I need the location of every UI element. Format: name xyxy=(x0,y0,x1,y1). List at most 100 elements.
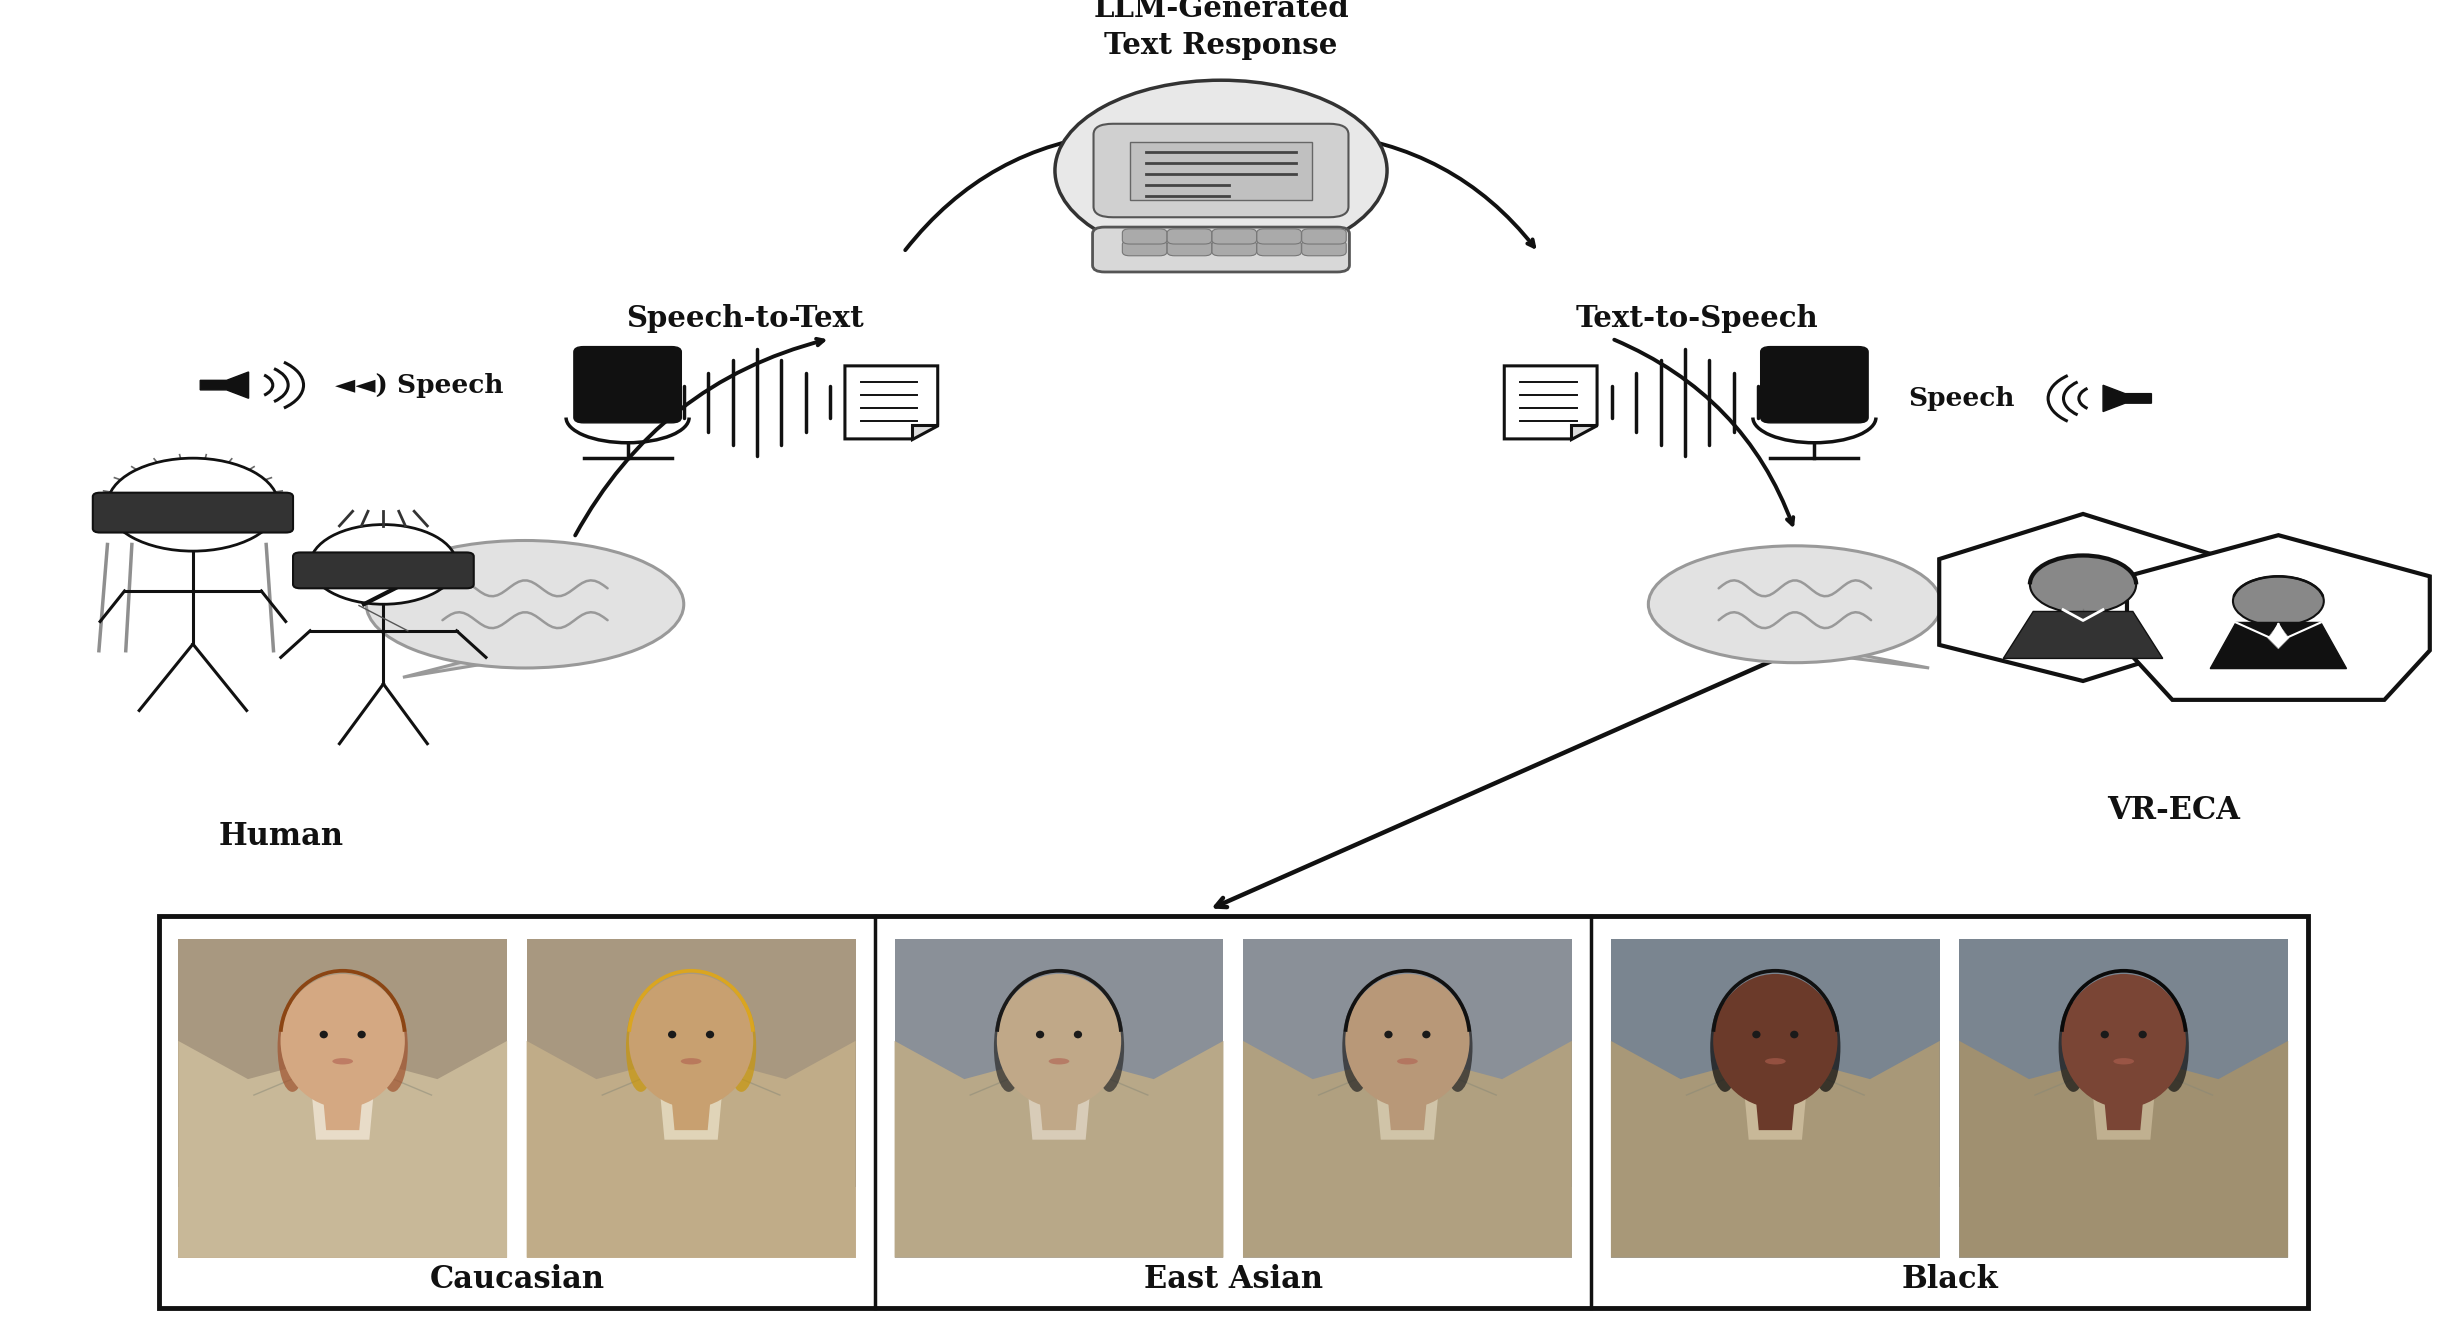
Polygon shape xyxy=(1375,1076,1441,1139)
FancyBboxPatch shape xyxy=(178,1187,508,1258)
Polygon shape xyxy=(1243,1041,1573,1258)
Ellipse shape xyxy=(1766,1058,1785,1065)
FancyBboxPatch shape xyxy=(159,916,2308,1308)
FancyBboxPatch shape xyxy=(1167,240,1211,256)
FancyBboxPatch shape xyxy=(894,939,1223,1258)
Polygon shape xyxy=(1958,1041,2288,1258)
FancyBboxPatch shape xyxy=(1243,939,1573,1258)
Ellipse shape xyxy=(1648,546,1941,663)
Ellipse shape xyxy=(1094,1003,1123,1092)
Polygon shape xyxy=(403,652,557,677)
Circle shape xyxy=(2232,576,2325,625)
Ellipse shape xyxy=(1443,1003,1473,1092)
Ellipse shape xyxy=(625,1003,654,1092)
Polygon shape xyxy=(1773,648,1929,668)
FancyBboxPatch shape xyxy=(293,552,474,588)
Polygon shape xyxy=(1756,1085,1795,1130)
Ellipse shape xyxy=(2100,1031,2110,1038)
FancyBboxPatch shape xyxy=(1094,124,1348,218)
FancyBboxPatch shape xyxy=(1612,1187,1939,1258)
Ellipse shape xyxy=(1421,1031,1431,1038)
Polygon shape xyxy=(310,1076,376,1139)
Polygon shape xyxy=(2103,1085,2144,1130)
Ellipse shape xyxy=(1714,973,1836,1108)
Polygon shape xyxy=(1570,425,1597,438)
Text: Speech-to-Text: Speech-to-Text xyxy=(625,304,864,333)
Text: Caucasian: Caucasian xyxy=(430,1264,606,1295)
Ellipse shape xyxy=(1343,1003,1372,1092)
Ellipse shape xyxy=(1753,1031,1761,1038)
Ellipse shape xyxy=(1346,973,1470,1108)
Text: Text-to-Speech: Text-to-Speech xyxy=(1575,304,1819,333)
Polygon shape xyxy=(1026,1076,1092,1139)
Ellipse shape xyxy=(332,1058,354,1065)
FancyBboxPatch shape xyxy=(1123,228,1167,244)
Polygon shape xyxy=(1744,1076,1807,1139)
Ellipse shape xyxy=(320,1031,327,1038)
FancyBboxPatch shape xyxy=(1243,1187,1573,1258)
FancyBboxPatch shape xyxy=(894,1187,1223,1258)
Polygon shape xyxy=(2090,1076,2156,1139)
Polygon shape xyxy=(2103,385,2151,412)
Ellipse shape xyxy=(728,1003,757,1092)
Ellipse shape xyxy=(1074,1031,1082,1038)
Ellipse shape xyxy=(630,973,752,1108)
Ellipse shape xyxy=(2159,1003,2188,1092)
Ellipse shape xyxy=(706,1031,713,1038)
FancyBboxPatch shape xyxy=(1211,228,1258,244)
Ellipse shape xyxy=(1385,1031,1392,1038)
Ellipse shape xyxy=(2112,1058,2134,1065)
Polygon shape xyxy=(1939,514,2227,681)
Polygon shape xyxy=(527,1041,855,1258)
Text: VR-ECA: VR-ECA xyxy=(2107,794,2239,826)
Polygon shape xyxy=(911,425,938,438)
Ellipse shape xyxy=(996,973,1121,1108)
Polygon shape xyxy=(200,372,249,398)
Ellipse shape xyxy=(366,540,684,668)
FancyBboxPatch shape xyxy=(1211,240,1258,256)
FancyBboxPatch shape xyxy=(574,347,681,422)
Ellipse shape xyxy=(278,1003,308,1092)
FancyBboxPatch shape xyxy=(93,493,293,533)
Ellipse shape xyxy=(1397,1058,1419,1065)
FancyBboxPatch shape xyxy=(178,939,508,1258)
Ellipse shape xyxy=(2139,1031,2147,1038)
Ellipse shape xyxy=(994,1003,1023,1092)
FancyBboxPatch shape xyxy=(1302,228,1346,244)
Ellipse shape xyxy=(1048,1058,1070,1065)
Circle shape xyxy=(310,525,457,604)
Circle shape xyxy=(1055,80,1387,260)
Text: Black: Black xyxy=(1902,1264,1998,1295)
Polygon shape xyxy=(322,1085,364,1130)
Text: ◄◄) Speech: ◄◄) Speech xyxy=(335,373,503,397)
FancyBboxPatch shape xyxy=(1958,1187,2288,1258)
Polygon shape xyxy=(1387,1085,1429,1130)
FancyBboxPatch shape xyxy=(1761,347,1868,422)
Ellipse shape xyxy=(1035,1031,1045,1038)
Polygon shape xyxy=(2210,623,2347,668)
Polygon shape xyxy=(672,1085,711,1130)
Polygon shape xyxy=(659,1076,723,1139)
Polygon shape xyxy=(2127,535,2430,700)
Ellipse shape xyxy=(379,1003,408,1092)
Text: Human: Human xyxy=(217,821,344,853)
FancyBboxPatch shape xyxy=(1131,142,1311,201)
Text: LLM-Generated
Text Response: LLM-Generated Text Response xyxy=(1094,0,1348,60)
Polygon shape xyxy=(178,1041,508,1258)
Polygon shape xyxy=(2269,624,2288,649)
Ellipse shape xyxy=(1812,1003,1841,1092)
FancyBboxPatch shape xyxy=(527,1187,855,1258)
Ellipse shape xyxy=(2061,973,2186,1108)
Ellipse shape xyxy=(357,1031,366,1038)
FancyBboxPatch shape xyxy=(1612,939,1939,1258)
Ellipse shape xyxy=(681,1058,701,1065)
Circle shape xyxy=(107,458,278,551)
FancyBboxPatch shape xyxy=(1958,939,2288,1258)
Ellipse shape xyxy=(1790,1031,1797,1038)
FancyBboxPatch shape xyxy=(1167,228,1211,244)
Ellipse shape xyxy=(1709,1003,1739,1092)
Polygon shape xyxy=(1504,367,1597,438)
FancyBboxPatch shape xyxy=(1258,228,1302,244)
Polygon shape xyxy=(894,1041,1223,1258)
FancyBboxPatch shape xyxy=(1123,240,1167,256)
